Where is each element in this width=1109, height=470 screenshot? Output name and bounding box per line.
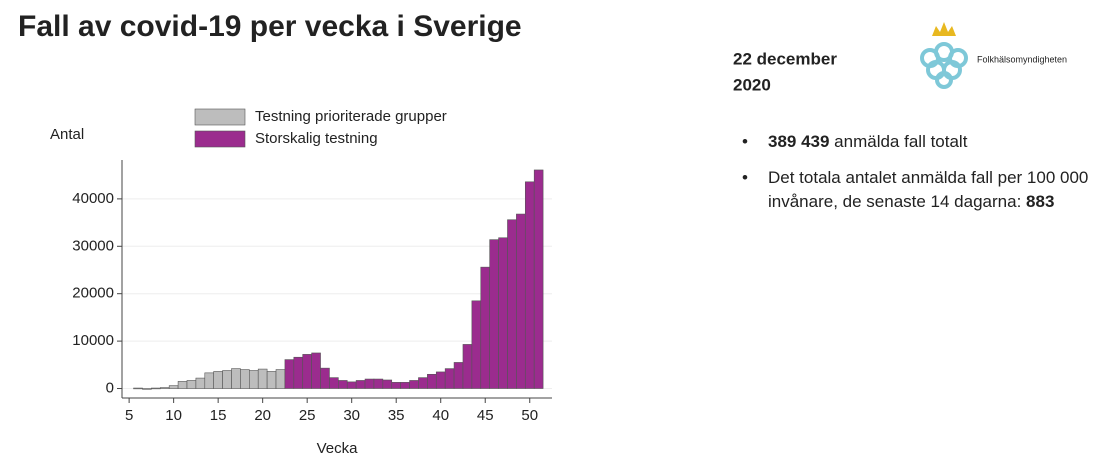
bar [320,367,330,389]
bar [507,219,517,389]
bar [266,371,277,389]
bullet-bold: 883 [1026,192,1055,211]
bar [311,352,321,389]
date: 22 december [733,49,837,68]
bar [195,377,206,389]
x-tick-label: 45 [477,407,494,424]
bar [462,344,473,389]
bar [302,354,312,389]
y-tick-label: 10000 [72,332,114,349]
bar [498,237,508,389]
bar [151,387,161,390]
legend-label: Storskalig testning [255,130,378,147]
y-tick-label: 20000 [72,285,114,302]
logo-text: Folkhälsomyndigheten [977,54,1067,64]
bar [471,300,482,389]
bar [480,266,490,389]
x-tick-label: 10 [165,407,182,424]
bar [391,382,401,389]
bar [373,378,384,389]
bar [355,380,366,389]
legend-swatch [194,108,246,126]
bar [204,372,214,389]
bar [249,370,259,389]
bar [168,385,179,389]
x-tick-label: 35 [388,407,405,424]
bar [240,369,250,389]
bar [275,369,286,389]
bar [213,371,223,389]
bar [409,380,419,389]
bar [133,387,143,390]
y-tick-label: 30000 [72,237,114,254]
x-tick-label: 50 [521,407,538,424]
bar [427,373,437,389]
legend-label: Testning prioriterade grupper [255,108,447,125]
bar [257,368,268,389]
x-tick-label: 20 [254,407,271,424]
bullet-text: Det totala antalet anmälda fall per 100 … [768,168,1089,211]
bar [516,213,526,389]
slide-title: Fall av covid-19 per vecka i Sverige [18,10,522,43]
bar [533,169,544,389]
bar [284,359,295,389]
bar [418,377,428,389]
bar [382,379,393,389]
bullet-text: anmälda fall totalt [829,132,968,151]
logo [920,42,968,89]
bullet-bold: 389 439 [768,132,830,151]
y-tick-label: 0 [106,379,114,396]
bar [159,387,170,389]
bar [444,368,455,389]
logo-crown [932,22,956,36]
bar [453,362,464,389]
bar [329,377,339,389]
bullet: 389 439 anmälda fall totalt [740,130,1090,154]
bar [186,380,197,389]
x-tick-label: 5 [125,407,133,424]
x-tick-label: 30 [343,407,360,424]
bar [222,370,232,389]
bar [231,368,241,389]
bar [524,181,535,389]
date: 2020 [733,75,771,94]
bar [293,356,304,389]
bar [177,381,188,389]
bar [435,371,446,389]
bar [364,378,375,389]
x-tick-label: 15 [210,407,227,424]
bar [338,380,348,389]
bullet: Det totala antalet anmälda fall per 100 … [740,166,1090,214]
bar [400,382,410,389]
bullet-list: 389 439 anmälda fall totalt Det totala a… [740,130,1090,226]
bar [489,239,499,389]
x-tick-label: 25 [299,407,316,424]
bar [346,381,357,389]
x-axis-label: Vecka [317,440,359,457]
y-tick-label: 40000 [72,190,114,207]
x-tick-label: 40 [432,407,449,424]
y-axis-label: Antal [50,126,84,143]
legend-swatch [194,130,246,148]
bar [142,388,152,390]
